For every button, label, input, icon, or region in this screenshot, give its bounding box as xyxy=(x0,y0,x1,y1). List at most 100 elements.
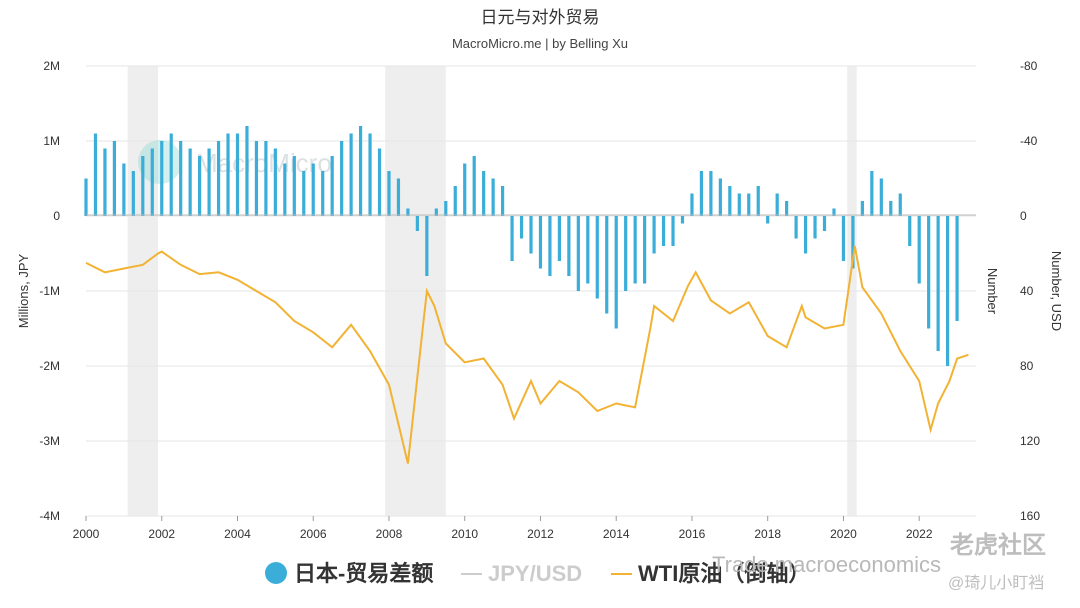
trade-balance-bar xyxy=(519,216,524,239)
trade-balance-bar xyxy=(283,163,287,216)
trade-balance-bar xyxy=(302,171,306,216)
x-tick: 2020 xyxy=(830,527,857,541)
x-tick: 2008 xyxy=(376,527,403,541)
y-left-tick: 0 xyxy=(53,209,60,223)
tiger-community-watermark: 老虎社区 xyxy=(950,531,1046,559)
x-tick: 2016 xyxy=(679,527,706,541)
macromicro-watermark-text: MacroMicro xyxy=(196,148,332,178)
trade-macro-watermark: Trade macroeconomics xyxy=(712,552,941,577)
trade-balance-bar xyxy=(396,178,401,216)
x-tick: 2022 xyxy=(906,527,933,541)
trade-balance-bar xyxy=(330,156,334,216)
legend[interactable]: 日本-贸易差额 JPY/USD WTI原油（倒轴） xyxy=(265,561,810,586)
trade-balance-bar xyxy=(766,216,770,224)
legend-trade-marker xyxy=(265,562,287,584)
trade-balance-bar xyxy=(690,193,694,216)
trade-balance-bar xyxy=(605,216,609,314)
trade-balance-bar xyxy=(775,193,779,216)
chart-subtitle: MacroMicro.me | by Belling Xu xyxy=(452,36,628,51)
trade-balance-bar xyxy=(633,216,637,284)
author-handle-watermark: @琦儿小盯裆 xyxy=(948,574,1044,592)
y-right-tick: 160 xyxy=(1020,509,1040,523)
trade-balance-bar xyxy=(254,141,259,216)
trade-balance-bar xyxy=(358,126,363,216)
trade-balance-bar xyxy=(198,156,202,216)
trade-balance-bar xyxy=(415,216,419,231)
trade-balance-bar xyxy=(756,186,760,216)
legend-jpy-label[interactable]: JPY/USD xyxy=(488,561,582,586)
trade-balance-bar xyxy=(557,216,562,261)
trade-balance-bar xyxy=(945,216,950,366)
macromicro-logo-icon xyxy=(138,140,182,184)
y-right-tick-labels: -80 -40 0 40 80 120 160 xyxy=(1020,59,1040,523)
trade-balance-bar xyxy=(434,208,438,216)
y-left-tick: -2M xyxy=(39,359,60,373)
trade-balance-bar xyxy=(425,216,429,276)
trade-balance-bar xyxy=(671,216,675,246)
y-left-tick: -1M xyxy=(39,284,60,298)
trade-balance-bar xyxy=(548,216,552,276)
x-tick: 2004 xyxy=(224,527,251,541)
trade-balance-bar xyxy=(93,133,98,216)
trade-balance-bar xyxy=(879,178,883,216)
trade-balance-bar xyxy=(188,148,192,216)
trade-balance-bar xyxy=(84,178,88,216)
trade-balance-bar xyxy=(652,216,656,254)
trade-balance-bar xyxy=(453,186,457,216)
trade-balance-bar xyxy=(718,178,722,216)
trade-balance-bar xyxy=(737,193,741,216)
trade-balance-bar xyxy=(728,186,732,216)
trade-balance-bar xyxy=(955,216,959,321)
trade-balance-bar xyxy=(340,141,344,216)
trade-balance-bar xyxy=(870,171,874,216)
y-left-tick-labels: 2M 1M 0 -1M -2M -3M -4M xyxy=(39,59,60,523)
trade-balance-bar xyxy=(235,133,240,216)
trade-balance-bar xyxy=(927,216,931,329)
trade-balance-bar xyxy=(349,133,353,216)
trade-balance-bar xyxy=(368,133,372,216)
trade-balance-bar xyxy=(567,216,571,276)
trade-balance-bar xyxy=(510,216,514,261)
trade-balance-bar xyxy=(264,141,268,216)
chart-title: 日元与对外贸易 xyxy=(481,8,600,27)
trade-balance-bar xyxy=(131,171,135,216)
trade-balance-bar xyxy=(245,126,249,216)
y-left-tick: 2M xyxy=(43,59,60,73)
legend-trade-label[interactable]: 日本-贸易差额 xyxy=(294,561,433,586)
trade-balance-bar xyxy=(614,216,618,329)
trade-balance-bar xyxy=(898,193,902,216)
trade-balance-bar xyxy=(311,163,315,216)
x-tick: 2012 xyxy=(527,527,554,541)
y-right-axis-title: Number xyxy=(985,268,1000,315)
trade-balance-bar xyxy=(908,216,912,246)
trade-balance-bar xyxy=(832,208,836,216)
trade-balance-bar xyxy=(709,171,713,216)
trade-balance-bar xyxy=(747,193,751,216)
trade-balance-bar xyxy=(785,201,789,216)
trade-balance-bar xyxy=(586,216,590,284)
trade-balance-bar xyxy=(444,201,448,216)
trade-balance-bar xyxy=(207,148,211,216)
trade-balance-bar xyxy=(624,216,628,291)
trade-balance-bar xyxy=(661,216,666,246)
trade-balance-bar xyxy=(576,216,580,291)
trade-balance-bar xyxy=(406,208,410,216)
trade-balance-bar xyxy=(141,156,145,216)
trade-balance-bar xyxy=(122,163,126,216)
trade-balance-bar xyxy=(491,178,495,216)
y-right-tick: 120 xyxy=(1020,434,1040,448)
x-tick: 2002 xyxy=(148,527,175,541)
legend-wti-label[interactable]: WTI原油（倒轴） xyxy=(638,561,810,586)
trade-balance-bar xyxy=(595,216,599,299)
trade-balance-bar xyxy=(538,216,543,269)
trade-balance-bar xyxy=(500,186,505,216)
trade-balance-bar xyxy=(482,171,486,216)
trade-balance-bars xyxy=(84,126,959,366)
trade-balance-bar xyxy=(917,216,921,284)
trade-balance-bar xyxy=(472,156,476,216)
x-tick: 2006 xyxy=(300,527,327,541)
x-tick-labels: 2000 2002 2004 2006 2008 2010 2012 2014 2016 2018… xyxy=(73,516,933,541)
trade-balance-bar xyxy=(179,141,183,216)
trade-balance-bar xyxy=(851,216,855,269)
